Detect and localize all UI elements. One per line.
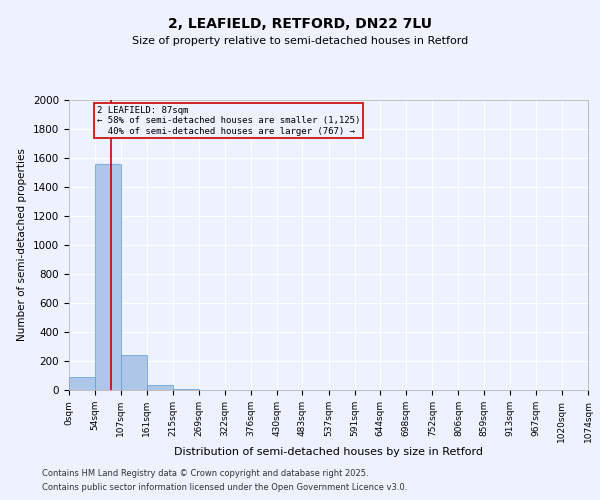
Bar [121, 355, 147, 390]
Text: Size of property relative to semi-detached houses in Retford: Size of property relative to semi-detach… [132, 36, 468, 46]
Bar [147, 385, 173, 390]
Text: 2 LEAFIELD: 87sqm
← 58% of semi-detached houses are smaller (1,125)
  40% of sem: 2 LEAFIELD: 87sqm ← 58% of semi-detached… [97, 106, 360, 136]
X-axis label: Distribution of semi-detached houses by size in Retford: Distribution of semi-detached houses by … [174, 448, 483, 458]
Text: Contains HM Land Registry data © Crown copyright and database right 2025.: Contains HM Land Registry data © Crown c… [42, 469, 368, 478]
Bar [95, 164, 121, 390]
Text: 2, LEAFIELD, RETFORD, DN22 7LU: 2, LEAFIELD, RETFORD, DN22 7LU [168, 18, 432, 32]
Bar [69, 378, 95, 390]
Text: Contains public sector information licensed under the Open Government Licence v3: Contains public sector information licen… [42, 483, 407, 492]
Y-axis label: Number of semi-detached properties: Number of semi-detached properties [17, 148, 28, 342]
